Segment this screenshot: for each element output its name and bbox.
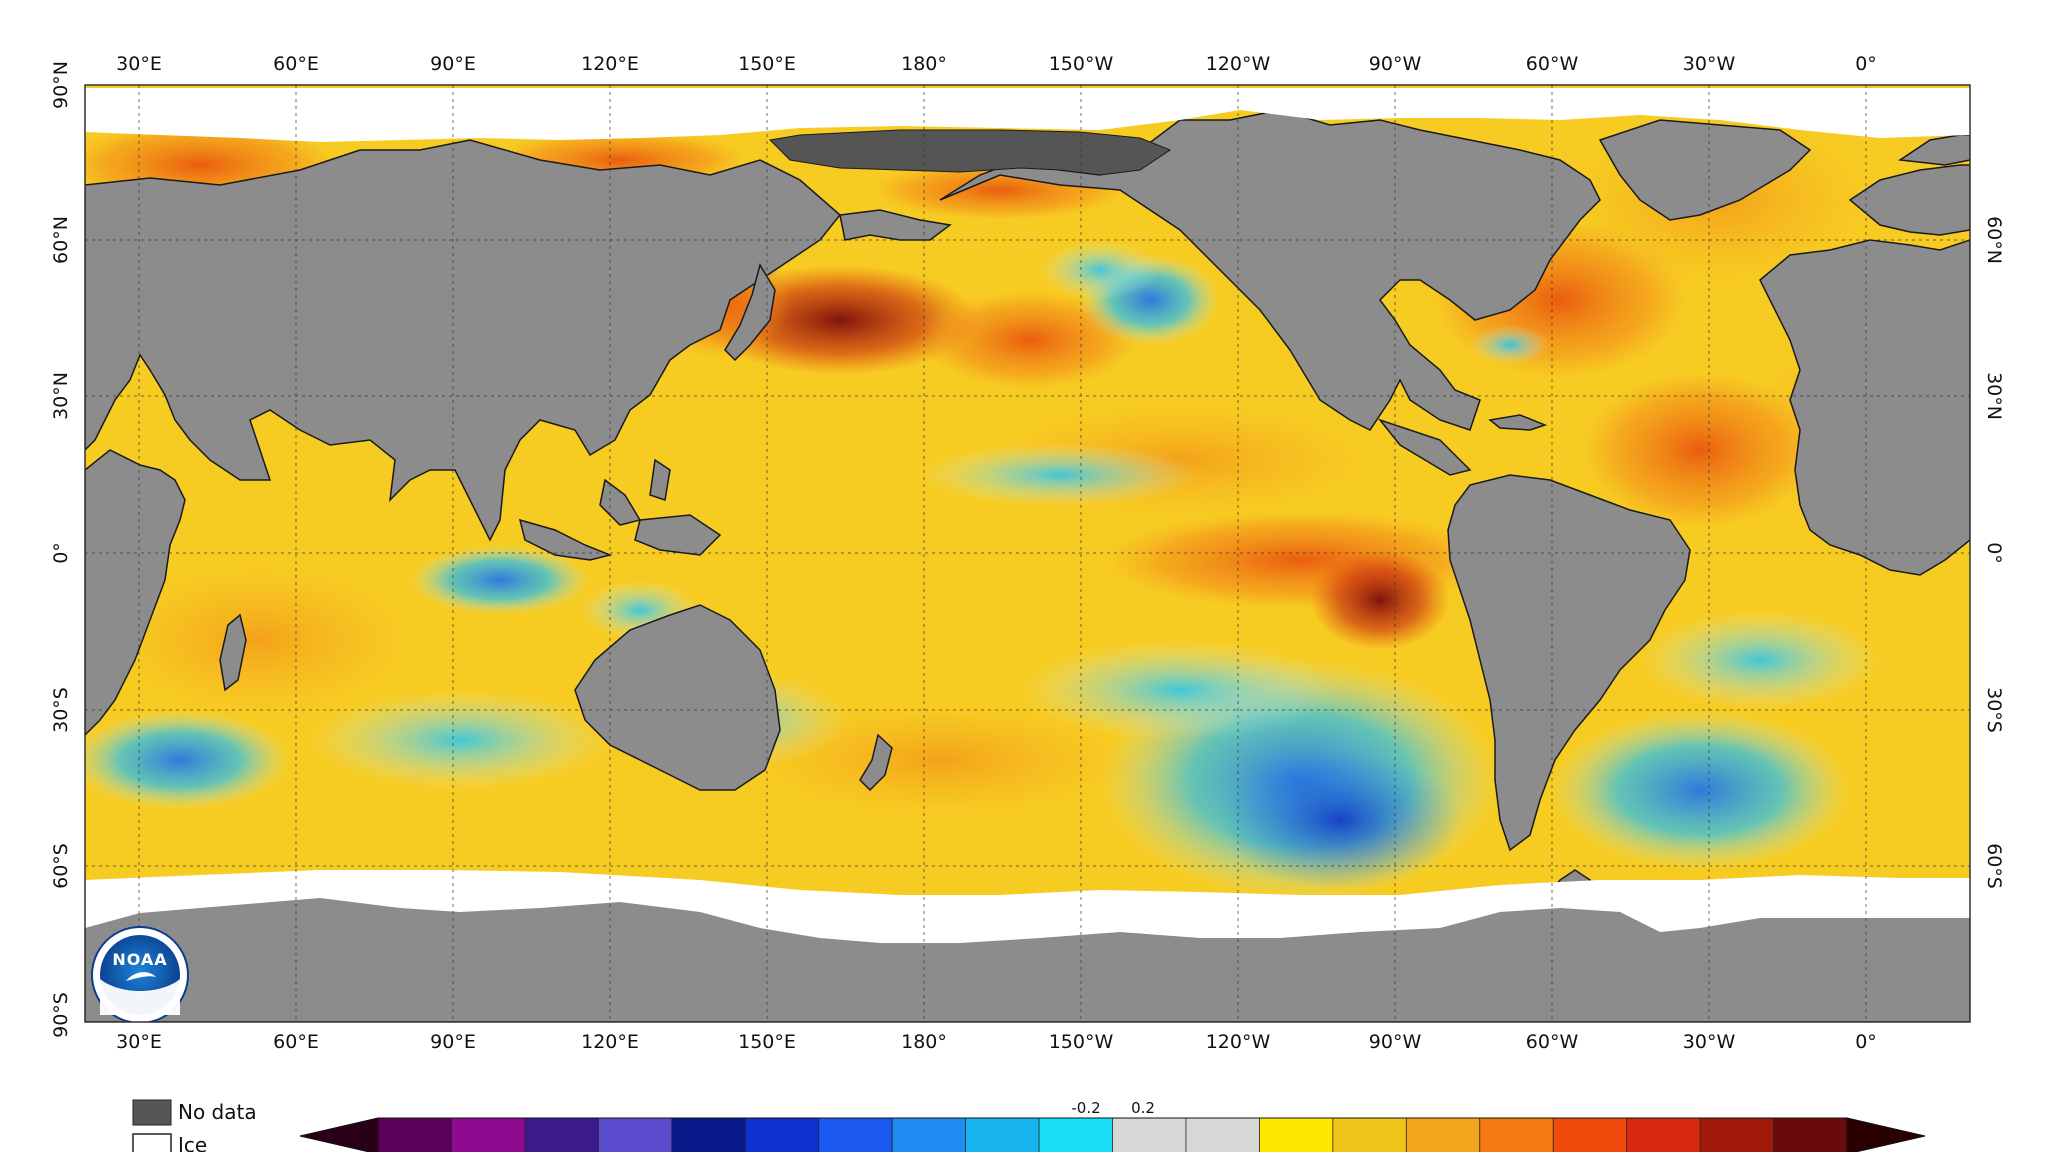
no-data-region (768, 129, 1172, 176)
top-lon-label: 30°E (116, 53, 162, 75)
colorbar-segment (1700, 1118, 1775, 1152)
colorbar-segment (965, 1118, 1040, 1152)
colorbar-segment (1332, 1118, 1407, 1152)
colorbar-segment (1626, 1118, 1701, 1152)
colorbar-segment (1112, 1118, 1187, 1152)
legend: No data Ice -0.2 0.2 (132, 1099, 1926, 1152)
bottom-lon-label: 150°E (738, 1031, 796, 1053)
bottom-lon-label: 90°W (1369, 1031, 1422, 1053)
bottom-lon-label: 90°E (430, 1031, 476, 1053)
sea-ice (85, 88, 1970, 943)
bottom-lon-label: 120°E (581, 1031, 639, 1053)
graticule (85, 85, 1970, 1022)
noaa-logo-text: NOAA (112, 950, 167, 969)
colorbar-segment (745, 1118, 820, 1152)
top-lon-label: 90°W (1369, 53, 1422, 75)
bottom-lon-label: 180° (901, 1031, 947, 1053)
right-lat-label: 30°N (1983, 372, 2005, 420)
colorbar-segment (1479, 1118, 1554, 1152)
top-lon-label: 180° (901, 53, 947, 75)
bottom-lon-label: 30°W (1683, 1031, 1736, 1053)
no-data-label: No data (178, 1100, 257, 1124)
top-lon-label: 60°E (273, 53, 319, 75)
top-lon-label: 120°E (581, 53, 639, 75)
colorbar-segment (671, 1118, 746, 1152)
left-lat-label: 90°S (50, 992, 72, 1038)
colorbar-segment (1773, 1118, 1848, 1152)
colorbar-segment (1185, 1118, 1260, 1152)
left-lat-label: 0° (50, 542, 72, 564)
colorbar-tick-label: 0.2 (1131, 1099, 1155, 1117)
left-lat-label: 90°N (50, 61, 72, 109)
colorbar-segment (818, 1118, 893, 1152)
left-lat-label: 60°N (50, 216, 72, 264)
map-frame (84, 84, 1971, 1023)
left-lat-label: 60°S (50, 843, 72, 889)
bottom-lon-label: 150°W (1049, 1031, 1114, 1053)
colorbar-extend-min (299, 1117, 379, 1152)
top-lon-label: 90°E (430, 53, 476, 75)
top-lon-label: 150°E (738, 53, 796, 75)
right-lat-label: 30°S (1983, 687, 2005, 733)
colorbar-segment (1553, 1118, 1628, 1152)
bottom-lon-label: 30°E (116, 1031, 162, 1053)
right-lat-label: 0° (1983, 542, 2005, 564)
no-data-swatch (132, 1099, 172, 1126)
bottom-longitude-labels: 30°E 60°E 90°E 120°E 150°E 180° 150°W 12… (116, 1031, 1877, 1053)
colorbar-segment (1039, 1118, 1113, 1152)
colorbar (299, 1117, 1926, 1152)
top-lon-label: 30°W (1683, 53, 1736, 75)
left-lat-label: 30°S (50, 687, 72, 733)
right-lat-label: 60°S (1983, 843, 2005, 889)
colorbar-tick-label: -0.2 (1071, 1099, 1100, 1117)
bottom-lon-label: 60°E (273, 1031, 319, 1053)
top-lon-label: 60°W (1526, 53, 1579, 75)
top-lon-label: 150°W (1049, 53, 1114, 75)
left-latitude-labels: 90°N 60°N 30°N 0° 30°S 60°S 90°S (50, 61, 72, 1038)
colorbar-extend-max (1846, 1117, 1926, 1152)
top-lon-label: 0° (1855, 53, 1877, 75)
bottom-lon-label: 60°W (1526, 1031, 1579, 1053)
colorbar-segment (524, 1118, 599, 1152)
right-lat-label: 60°N (1983, 216, 2005, 264)
colorbar-segment (598, 1118, 673, 1152)
ice-label: Ice (178, 1133, 207, 1152)
bottom-lon-label: 0° (1855, 1031, 1877, 1053)
top-lon-label: 120°W (1206, 53, 1271, 75)
bottom-lon-label: 120°W (1206, 1031, 1271, 1053)
colorbar-segment (892, 1118, 967, 1152)
land (85, 109, 1970, 1022)
right-latitude-labels: 60°N 30°N 0° 30°S 60°S (1983, 216, 2005, 889)
noaa-logo: NOAA (91, 926, 189, 1022)
colorbar-segment (451, 1118, 526, 1152)
left-lat-label: 30°N (50, 372, 72, 420)
ice-swatch (132, 1133, 172, 1152)
colorbar-segment (378, 1118, 452, 1152)
top-longitude-labels: 30°E 60°E 90°E 120°E 150°E 180° 150°W 12… (116, 53, 1877, 75)
colorbar-segment (1406, 1118, 1481, 1152)
colorbar-segment (1259, 1118, 1334, 1152)
